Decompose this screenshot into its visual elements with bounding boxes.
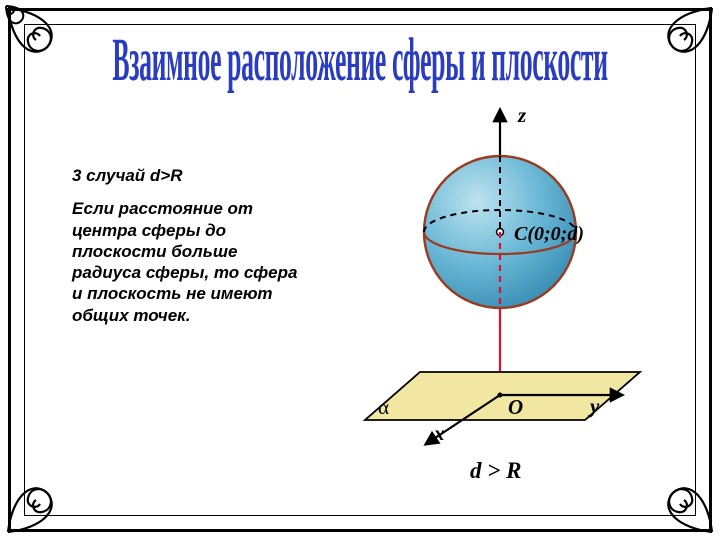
condition-label: d > R xyxy=(470,458,521,483)
alpha-label: α xyxy=(378,395,389,419)
z-label: z xyxy=(517,103,527,127)
x-label: x xyxy=(433,421,445,445)
slide: Взаимное расположение сферы и плоскости … xyxy=(0,0,720,540)
corner-ornament xyxy=(2,2,72,72)
case-heading: 3 случай d>R xyxy=(72,165,302,186)
page-title: Взаимное расположение сферы и плоскости xyxy=(79,28,641,96)
figure: z C(0;0;d) y x xyxy=(330,100,670,500)
case-description: Если расстояние от центра сферы до плоск… xyxy=(72,198,302,326)
body-text: 3 случай d>R Если расстояние от центра с… xyxy=(72,165,302,326)
corner-ornament xyxy=(2,468,72,538)
origin-point xyxy=(498,393,503,398)
center-label: C(0;0;d) xyxy=(514,223,584,245)
origin-label: O xyxy=(508,395,523,419)
corner-ornament xyxy=(648,2,718,72)
